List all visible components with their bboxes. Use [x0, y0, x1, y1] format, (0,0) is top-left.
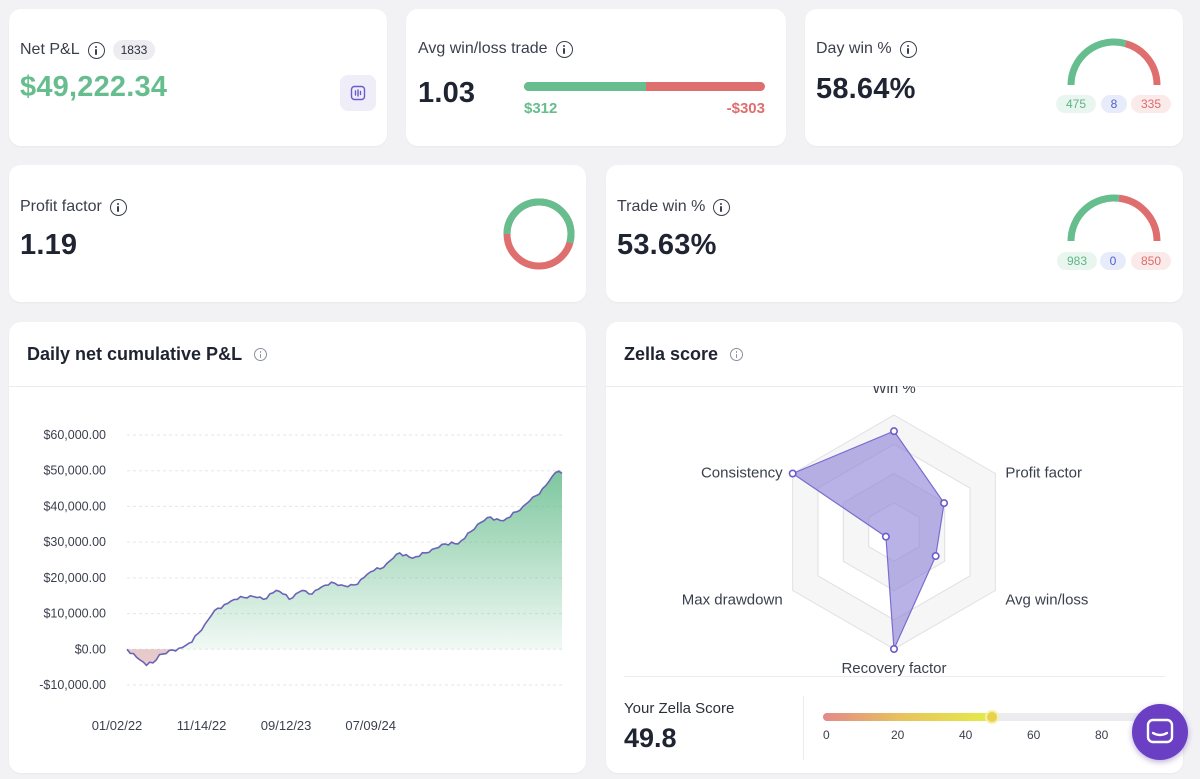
- cumulative-pnl-chart: $60,000.00 $50,000.00 $40,000.00 $30,000.00…: [39, 428, 563, 733]
- zella-scale-tick: 40: [959, 728, 973, 742]
- radar-point: [788, 469, 797, 478]
- net-pnl-label: Net P&L: [20, 41, 80, 58]
- radar-axis-label: Profit factor: [1005, 465, 1082, 482]
- x-tick-label: 11/14/22: [177, 718, 227, 733]
- zella-scale-tick: 20: [891, 728, 905, 742]
- day-loss-count: 335: [1131, 95, 1171, 113]
- info-icon[interactable]: [555, 40, 573, 58]
- divider: [9, 386, 586, 387]
- zella-title-row: Zella score: [624, 344, 744, 365]
- day-win-gauge: [1067, 38, 1161, 86]
- trade-win-gauge: [1067, 194, 1161, 242]
- y-tick-label: $60,000.00: [43, 428, 106, 442]
- avg-win-loss-card: Avg win/loss trade 1.03 $312 -$303: [406, 9, 786, 146]
- gauge-win-arc: [1067, 194, 1120, 242]
- radar-point: [931, 552, 940, 561]
- day-win-label: Day win %: [816, 40, 892, 57]
- info-icon[interactable]: [899, 40, 917, 58]
- radar-point: [940, 499, 949, 508]
- win-share-fill: [524, 82, 647, 91]
- radar-axis-label: Consistency: [701, 465, 783, 482]
- info-icon[interactable]: [713, 198, 731, 216]
- gauge-loss-arc: [1118, 194, 1161, 242]
- score-divider: [803, 696, 804, 760]
- trade-even-count: 0: [1100, 252, 1126, 270]
- info-icon[interactable]: [109, 198, 127, 216]
- avg-win-loss-label-row: Avg win/loss trade: [418, 40, 573, 58]
- y-tick-label: $10,000.00: [43, 607, 106, 621]
- chat-bubble-icon[interactable]: [1132, 704, 1188, 760]
- profit-factor-value: 1.19: [20, 229, 78, 261]
- trade-win-label: Trade win %: [617, 198, 706, 215]
- y-tick-label: $20,000.00: [43, 571, 106, 585]
- waveform-icon[interactable]: [340, 75, 376, 111]
- zella-scale-tick: 60: [1027, 728, 1041, 742]
- radar-point: [889, 427, 898, 436]
- donut-win-arc: [503, 198, 575, 270]
- net-pnl-label-row: Net P&L 1833: [20, 40, 156, 60]
- trade-count-badge: 1833: [112, 40, 156, 60]
- cumulative-pnl-card: Daily net cumulative P&L $60,000.00 $50,0…: [9, 322, 586, 773]
- day-even-count: 8: [1101, 95, 1127, 113]
- trade-loss-count: 850: [1131, 252, 1171, 270]
- cumulative-pnl-title: Daily net cumulative P&L: [27, 344, 243, 364]
- zella-radar-chart: Win % Profit factor Avg win/loss Recovery f…: [682, 386, 1089, 677]
- cumulative-area: [127, 471, 562, 666]
- y-tick-label: $40,000.00: [43, 499, 106, 513]
- trade-win-label-row: Trade win %: [617, 198, 731, 216]
- day-win-count: 475: [1056, 95, 1096, 113]
- x-tick-label: 01/02/22: [92, 718, 143, 733]
- avg-win-loss-value: 1.03: [418, 77, 476, 109]
- y-tick-label: $30,000.00: [43, 535, 106, 549]
- cumulative-pnl-title-row: Daily net cumulative P&L: [27, 344, 268, 365]
- profit-factor-label-row: Profit factor: [20, 198, 127, 216]
- radar-point: [889, 644, 898, 653]
- day-win-card: Day win % 58.64% 475 8 335: [805, 9, 1183, 146]
- net-pnl-value: $49,222.34: [20, 71, 168, 103]
- zella-scale-knob[interactable]: [985, 710, 1000, 724]
- info-icon[interactable]: [730, 348, 744, 361]
- net-pnl-card: Net P&L 1833 $49,222.34: [9, 9, 387, 146]
- zella-scale-tick: 0: [823, 728, 830, 742]
- zella-scale-bar: [823, 710, 1163, 724]
- radar-point: [881, 532, 890, 541]
- cumulative-line: [126, 470, 563, 667]
- zella-score-card: Zella score Win % Profit factor Avg win/lo…: [606, 322, 1183, 773]
- gauge-win-arc: [1067, 38, 1127, 86]
- y-tick-label: $50,000.00: [43, 464, 106, 478]
- avg-win-loss-label: Avg win/loss trade: [418, 40, 548, 57]
- radar-axis-label: Max drawdown: [682, 592, 783, 609]
- y-tick-label: -$10,000.00: [39, 678, 106, 692]
- zella-title: Zella score: [624, 344, 719, 364]
- info-icon[interactable]: [254, 348, 268, 361]
- profit-factor-card: Profit factor 1.19: [9, 165, 586, 302]
- zella-scale-tick: 80: [1095, 728, 1109, 742]
- trade-win-count: 983: [1057, 252, 1097, 270]
- radar-axis-label: Win %: [872, 386, 915, 397]
- trade-win-value: 53.63%: [617, 229, 717, 261]
- profit-factor-donut: [503, 198, 575, 270]
- win-loss-bar: [524, 82, 765, 91]
- radar-axis-label: Avg win/loss: [1005, 592, 1088, 609]
- divider: [624, 676, 1165, 677]
- divider: [606, 386, 1183, 387]
- avg-loss-amount: -$303: [726, 100, 765, 117]
- x-tick-label: 09/12/23: [261, 718, 312, 733]
- x-tick-label: 07/09/24: [345, 718, 396, 733]
- day-win-label-row: Day win %: [816, 40, 917, 58]
- radar-axis-label: Recovery factor: [841, 660, 946, 677]
- zella-scale-fill: [823, 713, 993, 721]
- zella-score-value: 49.8: [624, 723, 677, 753]
- zella-score-label: Your Zella Score: [624, 700, 735, 717]
- avg-win-amount: $312: [524, 100, 558, 117]
- day-win-value: 58.64%: [816, 73, 916, 105]
- gauge-loss-arc: [1124, 40, 1161, 86]
- y-tick-label: $0.00: [75, 642, 106, 656]
- trade-win-card: Trade win % 53.63% 983 0 850: [606, 165, 1183, 302]
- info-icon[interactable]: [87, 41, 105, 59]
- profit-factor-label: Profit factor: [20, 198, 102, 215]
